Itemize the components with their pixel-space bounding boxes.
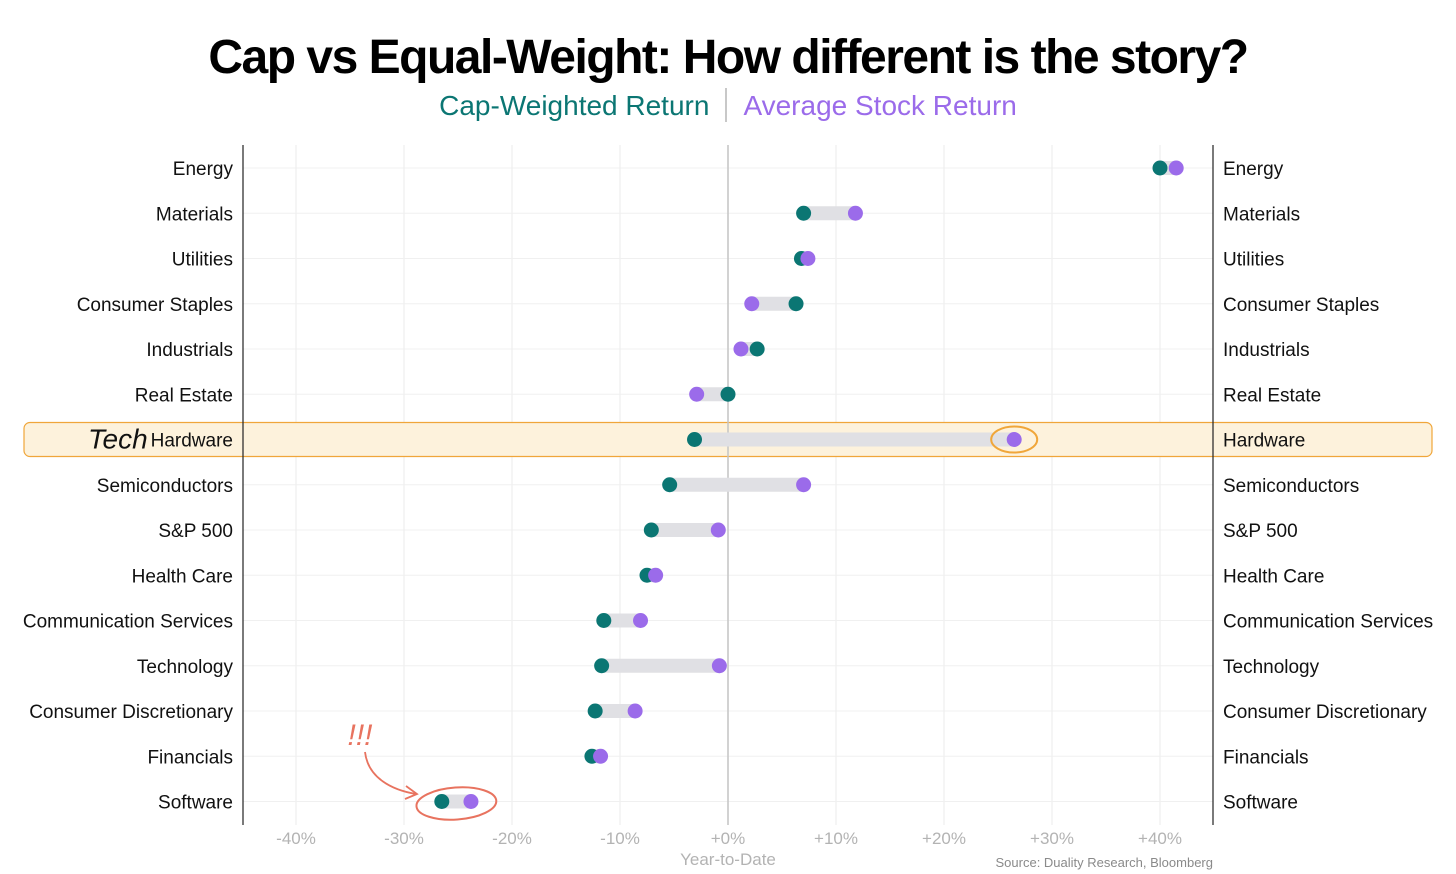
dot-average-stock xyxy=(796,477,812,493)
hardware-callout-circle xyxy=(990,425,1039,454)
dot-average-stock xyxy=(733,341,749,357)
category-label-right: S&P 500 xyxy=(1223,521,1298,542)
category-label-left: Utilities xyxy=(172,250,233,271)
dot-cap-weighted xyxy=(788,296,804,312)
software-callout-circle xyxy=(415,786,498,821)
dot-average-stock xyxy=(710,522,726,538)
category-label-left: Health Care xyxy=(132,566,233,587)
category-label-right: Communication Services xyxy=(1223,612,1433,633)
dot-average-stock xyxy=(633,613,649,628)
dot-average-stock xyxy=(711,658,727,674)
dot-cap-weighted xyxy=(596,613,612,628)
dot-average-stock xyxy=(1168,160,1184,176)
category-label-left: Industrials xyxy=(146,340,233,361)
dot-cap-weighted xyxy=(594,658,610,674)
x-tick-label: +20% xyxy=(922,829,966,848)
dot-average-stock xyxy=(847,205,863,221)
x-tick-label: -30% xyxy=(384,829,424,848)
dot-cap-weighted xyxy=(687,432,703,447)
chart-legend: Cap-Weighted Return Average Stock Return xyxy=(0,88,1456,122)
x-axis-title: Year-to-Date xyxy=(680,850,776,869)
dot-cap-weighted xyxy=(662,477,678,493)
x-tick-label: +30% xyxy=(1030,829,1074,848)
category-label-left: Software xyxy=(158,793,233,814)
legend-cap-weighted: Cap-Weighted Return xyxy=(439,90,710,121)
category-label-left: S&P 500 xyxy=(158,521,233,542)
dot-cap-weighted xyxy=(434,794,450,809)
dot-average-stock xyxy=(1006,432,1022,447)
x-tick-label: +40% xyxy=(1138,829,1182,848)
category-label-right: Hardware xyxy=(1223,431,1305,452)
category-label-right: Software xyxy=(1223,793,1298,814)
dot-average-stock xyxy=(593,748,609,764)
category-label-left: Financials xyxy=(147,747,233,768)
category-label-right: Health Care xyxy=(1223,566,1324,587)
dot-average-stock xyxy=(744,296,760,312)
category-label-left: Technology xyxy=(137,657,234,678)
x-tick-label: -20% xyxy=(492,829,532,848)
x-tick-label: -10% xyxy=(600,829,640,848)
exclamation-note: !!! xyxy=(347,719,373,752)
category-label-left: Hardware xyxy=(151,431,233,452)
callout-arrowhead xyxy=(404,785,419,800)
dot-average-stock xyxy=(648,567,664,583)
category-label-right: Real Estate xyxy=(1223,385,1321,406)
category-label-right: Semiconductors xyxy=(1223,476,1359,497)
dot-average-stock xyxy=(800,251,816,266)
category-label-left: Semiconductors xyxy=(97,476,233,497)
dot-average-stock xyxy=(463,794,479,809)
dot-average-stock xyxy=(689,386,705,402)
callout-arrow xyxy=(364,751,417,795)
chart-title: Cap vs Equal-Weight: How different is th… xyxy=(208,31,1249,84)
dot-cap-weighted xyxy=(643,522,659,538)
x-tick-label: +10% xyxy=(814,829,858,848)
category-label-right: Technology xyxy=(1223,657,1320,678)
legend-divider xyxy=(725,88,728,122)
dot-cap-weighted xyxy=(587,703,603,719)
category-label-left: Communication Services xyxy=(23,612,233,633)
category-label-left: Consumer Staples xyxy=(77,295,233,316)
category-label-left: Energy xyxy=(173,159,234,180)
dot-cap-weighted xyxy=(720,386,736,402)
category-label-left: Real Estate xyxy=(135,385,233,406)
category-label-right: Utilities xyxy=(1223,250,1284,271)
x-tick-label: +0% xyxy=(711,829,746,848)
dot-average-stock xyxy=(627,703,643,719)
dot-cap-weighted xyxy=(1152,160,1168,176)
category-label-left: Consumer Discretionary xyxy=(29,702,233,723)
source-note: Source: Duality Research, Bloomberg xyxy=(996,855,1214,870)
dot-cap-weighted xyxy=(796,205,812,221)
legend-average-stock: Average Stock Return xyxy=(743,90,1017,121)
category-label-right: Industrials xyxy=(1223,340,1310,361)
category-label-right: Consumer Discretionary xyxy=(1223,702,1427,723)
category-label-right: Consumer Staples xyxy=(1223,295,1379,316)
category-label-right: Materials xyxy=(1223,204,1300,225)
category-label-left: Materials xyxy=(156,204,233,225)
category-label-right: Financials xyxy=(1223,747,1309,768)
x-tick-label: -40% xyxy=(276,829,316,848)
dot-cap-weighted xyxy=(749,341,765,357)
tech-annotation: Tech xyxy=(88,424,148,455)
category-label-right: Energy xyxy=(1223,159,1284,180)
